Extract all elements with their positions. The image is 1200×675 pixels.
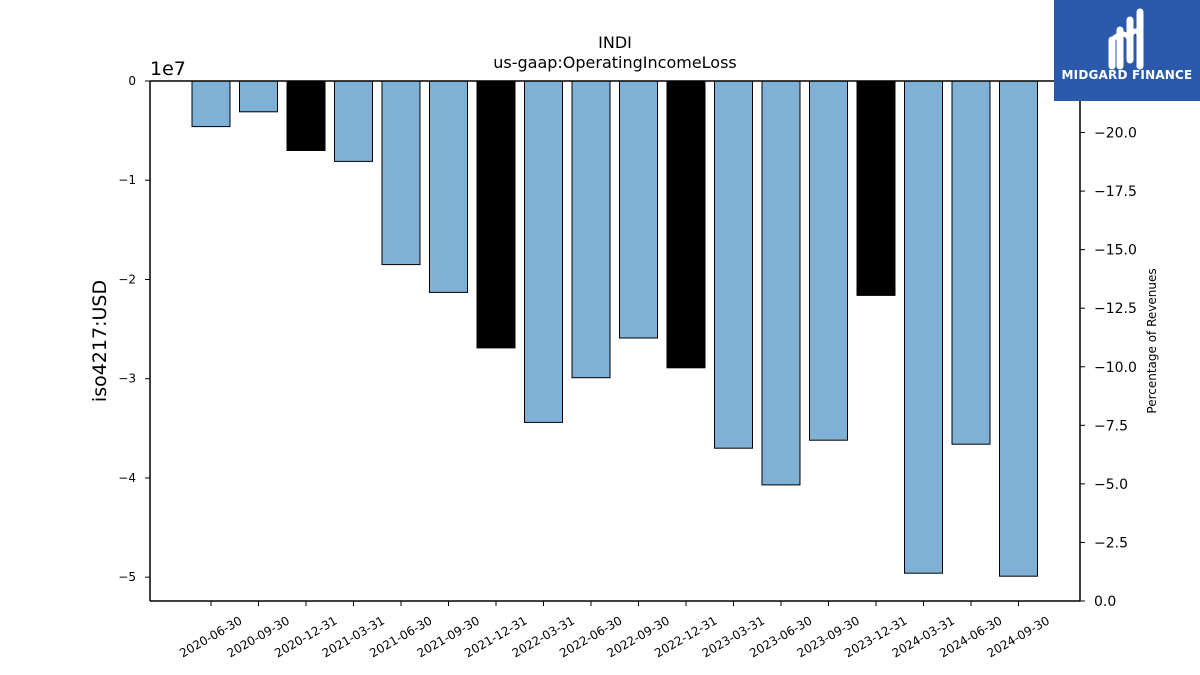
bar-2020-09-30 — [239, 80, 278, 113]
y2-tick-label: 0.0 — [1094, 594, 1116, 610]
y2-tick-label: −5.0 — [1094, 477, 1128, 493]
chart-subtitle: us-gaap:OperatingIncomeLoss — [493, 53, 737, 72]
bar-2023-12-31 — [856, 80, 896, 296]
y2-tick-label: −12.5 — [1094, 301, 1137, 317]
y2-tick-label: −7.5 — [1094, 418, 1128, 434]
y2-tick-label: −2.5 — [1094, 535, 1128, 551]
bar-2024-03-31 — [904, 80, 943, 574]
bar-2023-09-30 — [809, 80, 848, 441]
bar-2021-06-30 — [381, 80, 421, 266]
bar-2022-09-30 — [619, 80, 658, 339]
bar-2022-12-31 — [666, 80, 706, 369]
bar-2020-06-30 — [191, 80, 231, 128]
bar-2021-12-31 — [476, 80, 516, 349]
y-tick-label: −4 — [118, 471, 136, 485]
chart-title: INDI — [598, 33, 632, 52]
y-tick-label: −5 — [118, 570, 136, 584]
logo-text: MIDGARD FINANCE — [1061, 68, 1193, 82]
bar-2021-09-30 — [429, 80, 468, 293]
y-tick-label: −3 — [118, 372, 136, 386]
bar-2023-06-30 — [761, 80, 801, 486]
bar-2024-06-30 — [951, 80, 991, 445]
y2-tick-label: −20.0 — [1094, 126, 1137, 142]
logo-icon — [1108, 8, 1144, 70]
bar-2024-09-30 — [999, 80, 1038, 577]
y-tick-label: 0 — [128, 74, 136, 88]
bar-2023-03-31 — [714, 80, 753, 449]
bar-2022-06-30 — [571, 80, 611, 379]
bar-2022-03-31 — [524, 80, 563, 423]
y2-tick-label: −10.0 — [1094, 360, 1137, 376]
y2-tick-label: −15.0 — [1094, 243, 1137, 259]
y-offset-label: 1e7 — [150, 58, 186, 80]
y-axis-label: iso4217:USD — [89, 280, 111, 402]
y2-tick-label: −17.5 — [1094, 184, 1137, 200]
y2-axis-label: Percentage of Revenues — [1145, 268, 1159, 413]
bar-2020-12-31 — [286, 80, 326, 151]
y-tick-label: −1 — [118, 173, 136, 187]
midgard-finance-logo: MIDGARD FINANCE — [1054, 0, 1200, 101]
bar-2021-03-31 — [334, 80, 373, 162]
y-tick-label: −2 — [118, 272, 136, 286]
